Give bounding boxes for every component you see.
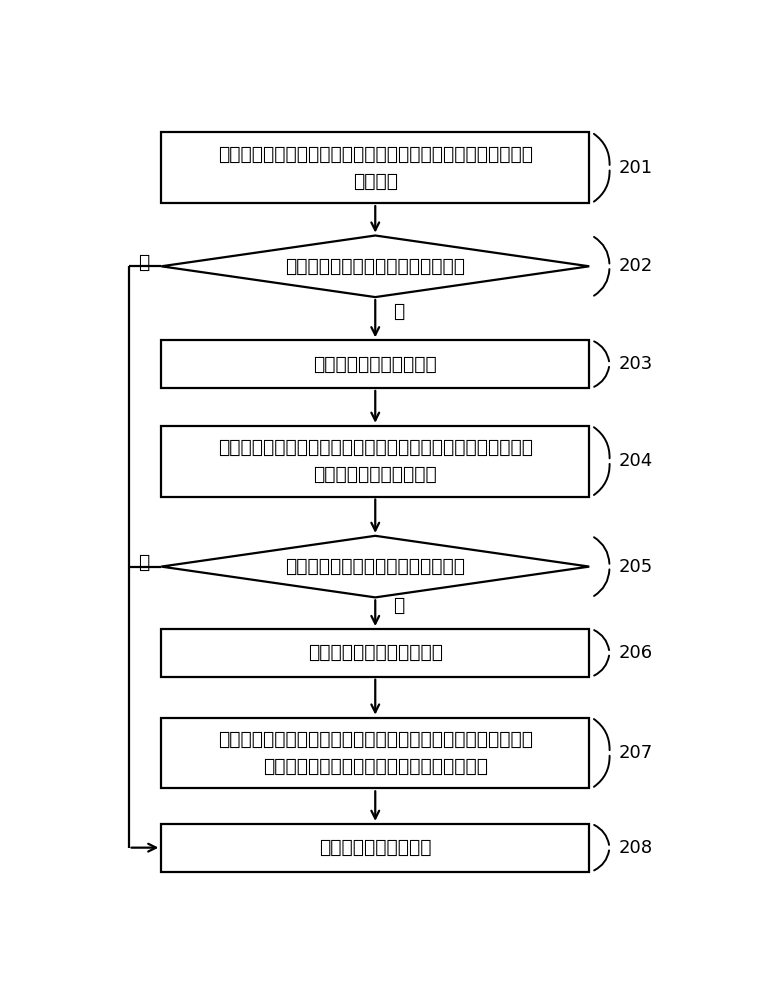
Bar <box>161 629 589 677</box>
Polygon shape <box>161 536 589 597</box>
Text: 204: 204 <box>618 452 653 470</box>
Bar <box>161 824 589 872</box>
Text: 当前是否由非驾驶状态进入驾驶状态: 当前是否由非驾驶状态进入驾驶状态 <box>285 257 466 276</box>
Text: 是: 是 <box>393 301 404 320</box>
Text: 201: 201 <box>618 159 653 177</box>
Text: 否: 否 <box>138 553 150 572</box>
Polygon shape <box>161 235 589 297</box>
Text: 206: 206 <box>618 644 653 662</box>
Bar <box>161 718 589 788</box>
Text: 202: 202 <box>618 257 653 275</box>
Text: 根据惯性感应器实时提供的感应信息对用户终端当前的运动状态
进行判断: 根据惯性感应器实时提供的感应信息对用户终端当前的运动状态 进行判断 <box>218 145 533 190</box>
Bar <box>161 340 589 388</box>
Text: 将当前模式改为非驾驶模式: 将当前模式改为非驾驶模式 <box>308 643 443 662</box>
Text: 向远端应用平台发送第二指示信息，以便远端应用平台指示运营
商控制平台解除与用户终端相关联的呼叫转移: 向远端应用平台发送第二指示信息，以便远端应用平台指示运营 商控制平台解除与用户终… <box>218 730 533 776</box>
Text: 205: 205 <box>618 558 653 576</box>
Bar <box>161 132 589 203</box>
Text: 将当前模式改为驾驶模式: 将当前模式改为驾驶模式 <box>314 355 437 374</box>
Bar <box>161 426 589 497</box>
Text: 是: 是 <box>393 596 404 615</box>
Text: 否: 否 <box>138 253 150 272</box>
Text: 不对当前模式进行调整: 不对当前模式进行调整 <box>319 838 432 857</box>
Text: 向远端应用平台发送第一指示信息，以便远端应用平台指示运营
商控制平台设置呼叫转移: 向远端应用平台发送第一指示信息，以便远端应用平台指示运营 商控制平台设置呼叫转移 <box>218 438 533 484</box>
Text: 208: 208 <box>618 839 653 857</box>
Text: 当前是否由驾驶状态进入非驾驶状态: 当前是否由驾驶状态进入非驾驶状态 <box>285 557 466 576</box>
Text: 203: 203 <box>618 355 653 373</box>
Text: 207: 207 <box>618 744 653 762</box>
